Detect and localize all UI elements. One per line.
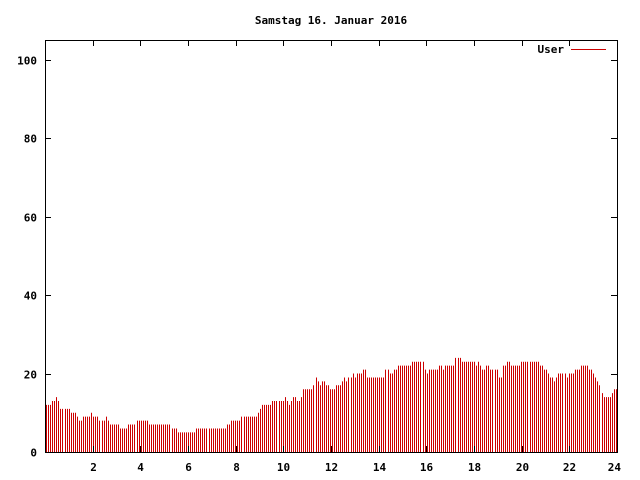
x-tick-label: 2 bbox=[90, 461, 97, 474]
x-tick-label: 8 bbox=[233, 461, 240, 474]
x-axis: 2 4 6 8 10 12 14 16 18 20 22 24 bbox=[90, 40, 621, 474]
legend-label: User bbox=[538, 43, 565, 56]
bar-series bbox=[46, 357, 617, 452]
x-tick-label: 22 bbox=[563, 461, 576, 474]
y-tick-label: 100 bbox=[17, 55, 37, 68]
x-tick-label: 10 bbox=[277, 461, 290, 474]
y-tick-label: 0 bbox=[30, 447, 37, 460]
x-tick-label: 18 bbox=[468, 461, 481, 474]
x-tick-label: 24 bbox=[608, 461, 622, 474]
y-tick-label: 40 bbox=[24, 290, 37, 303]
y-tick-label: 20 bbox=[24, 369, 37, 382]
legend: User bbox=[538, 43, 606, 56]
x-tick-label: 20 bbox=[516, 461, 529, 474]
plot-frame bbox=[45, 40, 618, 453]
chart-title: Samstag 16. Januar 2016 bbox=[255, 14, 408, 27]
x-tick-label: 6 bbox=[185, 461, 192, 474]
y-axis: 0 20 40 60 80 100 bbox=[17, 55, 617, 460]
y-tick-label: 80 bbox=[24, 133, 37, 146]
y-tick-label: 60 bbox=[24, 212, 37, 225]
x-tick-label: 4 bbox=[137, 461, 144, 474]
x-tick-label: 16 bbox=[420, 461, 434, 474]
x-tick-label: 14 bbox=[373, 461, 387, 474]
x-tick-label: 12 bbox=[325, 461, 338, 474]
